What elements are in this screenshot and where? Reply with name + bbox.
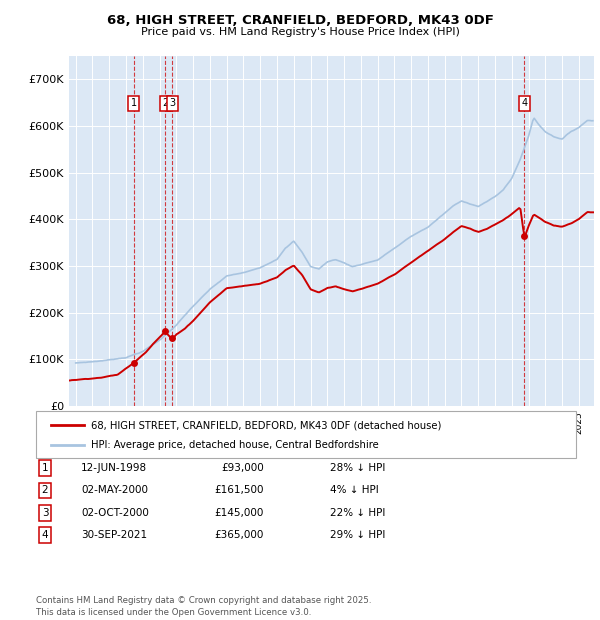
Text: 4: 4: [521, 98, 527, 108]
Text: £93,000: £93,000: [221, 463, 264, 473]
Text: 2: 2: [41, 485, 49, 495]
Text: 02-OCT-2000: 02-OCT-2000: [81, 508, 149, 518]
Text: 28% ↓ HPI: 28% ↓ HPI: [330, 463, 385, 473]
Text: 68, HIGH STREET, CRANFIELD, BEDFORD, MK43 0DF (detached house): 68, HIGH STREET, CRANFIELD, BEDFORD, MK4…: [91, 420, 442, 430]
Text: 4: 4: [41, 530, 49, 540]
Text: 4% ↓ HPI: 4% ↓ HPI: [330, 485, 379, 495]
Text: 1: 1: [41, 463, 49, 473]
Text: 3: 3: [41, 508, 49, 518]
Text: £145,000: £145,000: [215, 508, 264, 518]
Text: 22% ↓ HPI: 22% ↓ HPI: [330, 508, 385, 518]
Text: Contains HM Land Registry data © Crown copyright and database right 2025.
This d: Contains HM Land Registry data © Crown c…: [36, 596, 371, 617]
Text: 3: 3: [169, 98, 175, 108]
Text: 29% ↓ HPI: 29% ↓ HPI: [330, 530, 385, 540]
Text: Price paid vs. HM Land Registry's House Price Index (HPI): Price paid vs. HM Land Registry's House …: [140, 27, 460, 37]
Text: 02-MAY-2000: 02-MAY-2000: [81, 485, 148, 495]
Text: 1: 1: [131, 98, 137, 108]
Text: £161,500: £161,500: [215, 485, 264, 495]
Text: 12-JUN-1998: 12-JUN-1998: [81, 463, 147, 473]
Text: HPI: Average price, detached house, Central Bedfordshire: HPI: Average price, detached house, Cent…: [91, 440, 379, 450]
Text: 2: 2: [162, 98, 168, 108]
Text: 68, HIGH STREET, CRANFIELD, BEDFORD, MK43 0DF: 68, HIGH STREET, CRANFIELD, BEDFORD, MK4…: [107, 14, 493, 27]
Text: 30-SEP-2021: 30-SEP-2021: [81, 530, 147, 540]
Text: £365,000: £365,000: [215, 530, 264, 540]
